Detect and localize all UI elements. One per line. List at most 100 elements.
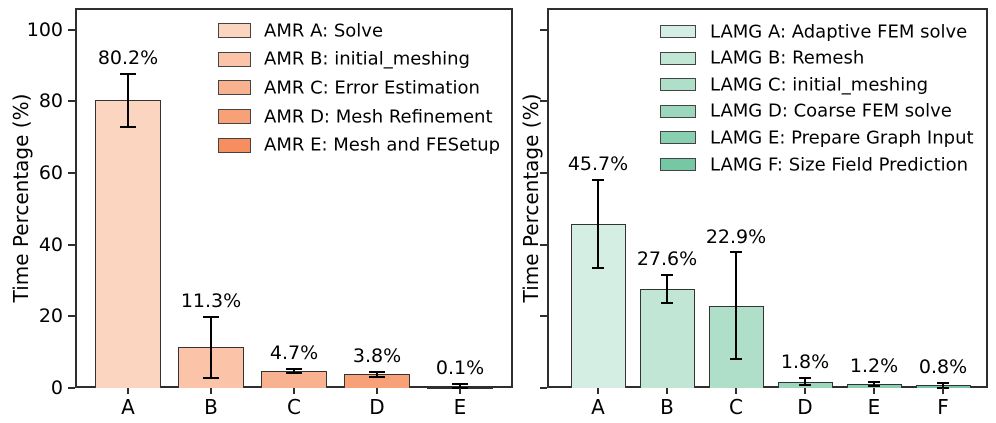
legend-swatch <box>660 78 696 92</box>
x-tick-mark <box>804 388 806 394</box>
error-bar-line <box>873 381 875 386</box>
legend-swatch <box>218 109 251 125</box>
x-tick-mark <box>127 388 129 394</box>
y-tick-mark <box>540 387 547 389</box>
legend-swatch <box>218 51 251 67</box>
bar-value-label: 3.8% <box>352 344 402 367</box>
legend-swatch <box>218 137 251 153</box>
bar-value-label: 11.3% <box>180 290 242 313</box>
y-tick-mark <box>540 171 547 174</box>
y-tick-mark <box>540 100 547 103</box>
y-tick-mark <box>68 315 75 318</box>
y-tick-mark <box>68 28 75 31</box>
legend-label: LAMG C: initial_meshing <box>710 74 929 96</box>
y-tick-label: 60 <box>38 161 63 184</box>
legend-swatch <box>218 23 251 38</box>
x-tick-mark <box>735 388 737 394</box>
error-bar-cap-top <box>286 368 302 371</box>
error-bar-cap-bottom <box>286 371 302 374</box>
bar-value-label: 22.9% <box>705 225 767 248</box>
x-tick-mark <box>873 388 875 394</box>
bar-value-label: 0.1% <box>435 357 485 380</box>
legend-swatch <box>660 158 696 171</box>
y-tick-label: 0 <box>50 377 63 399</box>
error-bar-cap-top <box>203 316 219 319</box>
legend-label: AMR B: initial_meshing <box>264 48 470 70</box>
error-bar-cap-bottom <box>369 376 385 379</box>
y-tick-mark <box>68 100 75 103</box>
error-bar-cap-top <box>868 380 880 383</box>
legend-swatch <box>660 104 696 118</box>
legend-label: AMR D: Mesh Refinement <box>264 106 493 128</box>
bar-value-label: 1.2% <box>849 354 899 377</box>
y-tick-mark <box>68 171 75 174</box>
legend-label: LAMG F: Size Field Prediction <box>710 154 969 175</box>
error-bar-cap-bottom <box>730 358 742 361</box>
legend-swatch <box>660 25 696 38</box>
error-bar-cap-bottom <box>661 302 673 305</box>
y-tick-mark <box>540 315 547 318</box>
x-tick-mark <box>459 388 461 394</box>
y-axis-label: Time Percentage (%) <box>519 93 543 303</box>
error-bar-cap-bottom <box>203 376 219 379</box>
x-tick-mark <box>666 388 668 394</box>
x-tick-mark <box>942 388 944 394</box>
error-bar-line <box>735 252 737 360</box>
y-tick-mark <box>68 387 75 389</box>
error-bar-cap-top <box>369 370 385 373</box>
error-bar-line <box>210 317 212 378</box>
bar-value-label: 45.7% <box>567 153 629 176</box>
error-bar-line <box>942 382 944 388</box>
error-bar-line <box>804 377 806 386</box>
bar-value-label: 0.8% <box>918 355 968 378</box>
bar <box>639 289 695 388</box>
error-bar-cap-bottom <box>592 267 604 270</box>
legend-label: LAMG A: Adaptive FEM solve <box>710 21 968 42</box>
error-bar-cap-bottom <box>868 384 880 387</box>
y-tick-label: 20 <box>38 305 63 328</box>
error-bar-cap-bottom <box>937 386 949 389</box>
error-bar-line <box>459 384 461 388</box>
error-bar-cap-bottom <box>120 126 136 129</box>
error-bar-line <box>293 369 295 373</box>
x-tick-label: A <box>121 395 135 419</box>
error-bar-cap-top <box>730 251 742 254</box>
y-tick-label: 100 <box>26 18 63 41</box>
x-tick-label: A <box>591 395 605 419</box>
error-bar-line <box>597 180 599 269</box>
x-tick-label: C <box>729 395 743 419</box>
legend-swatch <box>660 51 696 65</box>
error-bar-cap-bottom <box>799 384 811 387</box>
legend-swatch <box>218 80 251 96</box>
x-tick-label: B <box>204 395 218 419</box>
error-bar-line <box>376 371 378 378</box>
y-tick-label: 80 <box>38 90 63 113</box>
legend-label: LAMG B: Remesh <box>710 47 865 69</box>
x-tick-label: D <box>797 395 813 419</box>
x-tick-label: C <box>287 395 301 419</box>
bar-value-label: 27.6% <box>636 247 698 270</box>
legend-label: AMR E: Mesh and FESetup <box>264 134 501 156</box>
legend-label: LAMG E: Prepare Graph Input <box>710 127 974 149</box>
y-tick-mark <box>68 243 75 246</box>
x-tick-label: D <box>369 395 385 419</box>
x-tick-mark <box>210 388 212 394</box>
y-axis-label: Time Percentage (%) <box>9 93 33 303</box>
error-bar-cap-top <box>120 72 136 75</box>
y-tick-label: 40 <box>38 233 63 256</box>
legend-label: AMR A: Solve <box>264 20 384 41</box>
bar-value-label: 4.7% <box>269 342 319 365</box>
x-tick-mark <box>597 388 599 394</box>
error-bar-line <box>666 274 668 304</box>
bar <box>95 100 161 388</box>
x-tick-label: E <box>453 395 467 419</box>
x-tick-mark <box>293 388 295 394</box>
x-tick-label: B <box>660 395 674 419</box>
error-bar-cap-top <box>661 273 673 276</box>
bar-value-label: 80.2% <box>97 46 159 69</box>
legend-label: LAMG D: Coarse FEM solve <box>710 100 952 122</box>
y-tick-mark <box>540 28 547 31</box>
error-bar-cap-top <box>452 383 468 386</box>
legend-swatch <box>660 131 696 145</box>
